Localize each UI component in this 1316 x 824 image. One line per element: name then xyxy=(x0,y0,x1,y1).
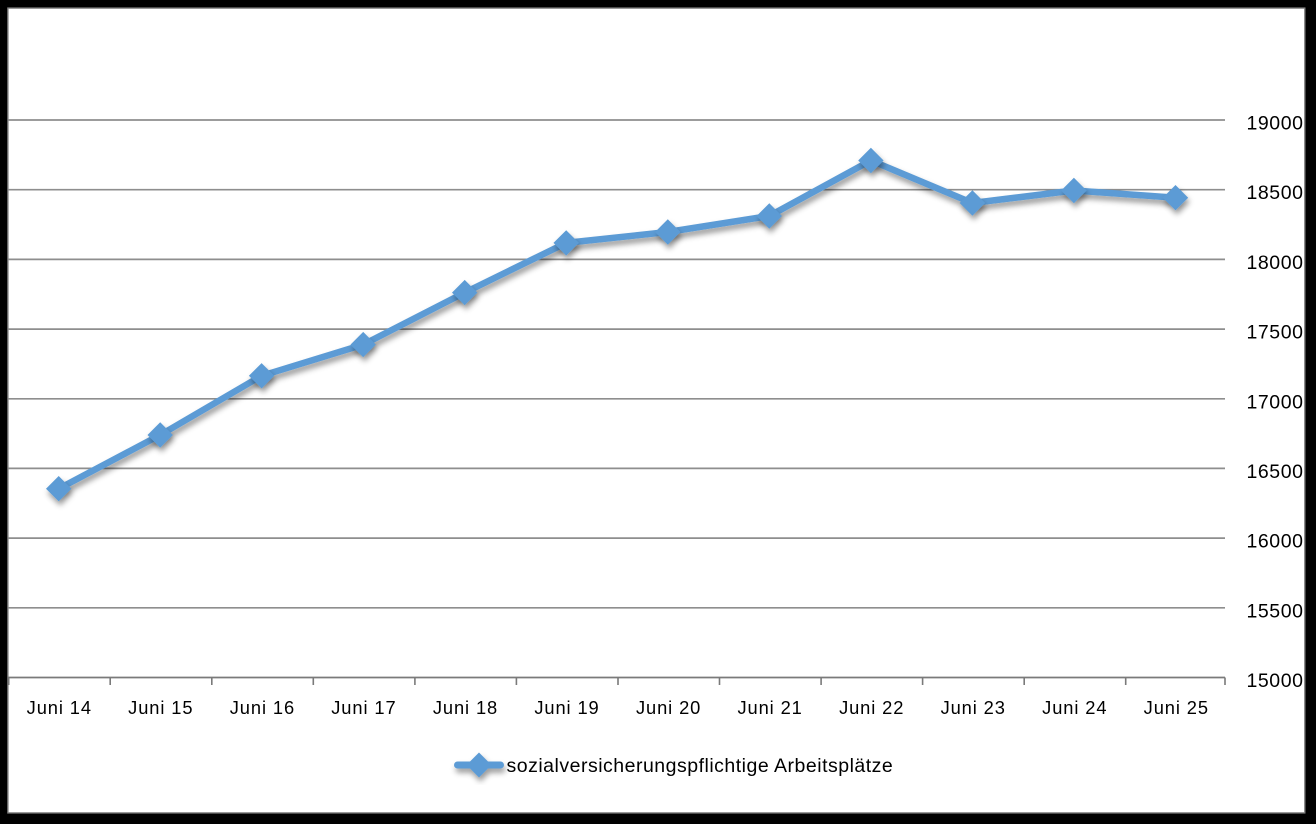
svg-text:Juni 17: Juni 17 xyxy=(331,697,396,718)
svg-text:Juni 24: Juni 24 xyxy=(1042,697,1107,718)
svg-text:Juni 21: Juni 21 xyxy=(737,697,802,718)
svg-text:19000: 19000 xyxy=(1247,113,1304,135)
svg-text:Juni 25: Juni 25 xyxy=(1144,697,1209,718)
svg-text:sozialversicherungspflichtige: sozialversicherungspflichtige Arbeitsplä… xyxy=(507,755,894,777)
svg-text:Juni 19: Juni 19 xyxy=(534,697,599,718)
svg-text:15500: 15500 xyxy=(1247,600,1304,622)
svg-text:Juni 22: Juni 22 xyxy=(839,697,904,718)
svg-text:15000: 15000 xyxy=(1247,670,1304,692)
svg-text:18500: 18500 xyxy=(1247,182,1304,204)
svg-text:Juni 20: Juni 20 xyxy=(636,697,701,718)
svg-text:17500: 17500 xyxy=(1247,322,1304,344)
svg-text:Juni 16: Juni 16 xyxy=(230,697,295,718)
svg-text:Juni 23: Juni 23 xyxy=(941,697,1006,718)
svg-text:16000: 16000 xyxy=(1247,531,1304,553)
svg-text:18000: 18000 xyxy=(1247,252,1304,274)
svg-text:Juni 14: Juni 14 xyxy=(27,697,92,718)
svg-text:17000: 17000 xyxy=(1247,391,1304,413)
svg-text:Juni 15: Juni 15 xyxy=(128,697,193,718)
svg-text:Juni 18: Juni 18 xyxy=(433,697,498,718)
svg-text:16500: 16500 xyxy=(1247,461,1304,483)
